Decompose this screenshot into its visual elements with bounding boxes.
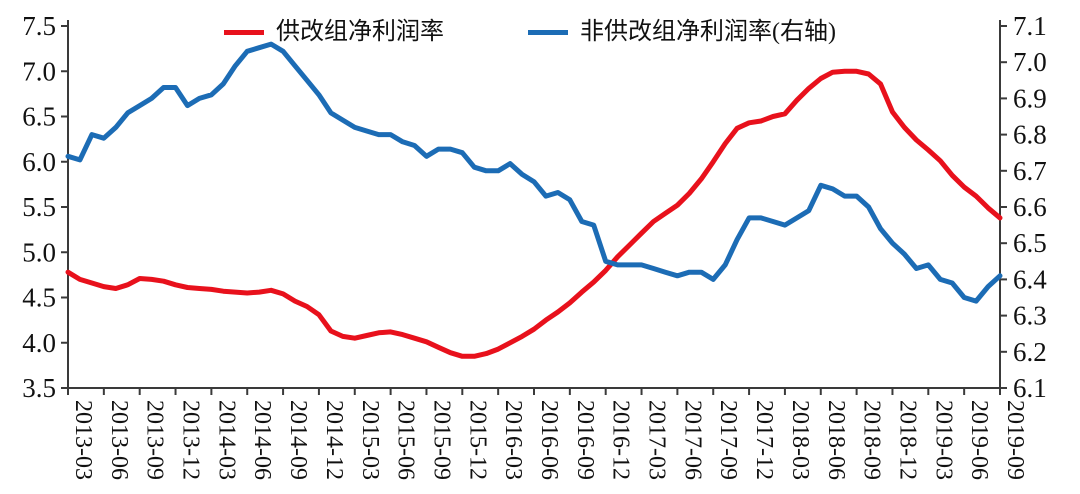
x-axis-label: 2013-03 (70, 400, 96, 480)
x-axis-label: 2014-09 (285, 400, 311, 480)
y-axis-left-label: 6.5 (22, 102, 56, 132)
x-axis-label: 2016-03 (500, 400, 526, 480)
y-axis-right-label: 6.3 (1013, 301, 1047, 331)
y-axis-right-label: 6.5 (1013, 228, 1047, 258)
y-axis-right-label: 6.7 (1013, 156, 1047, 186)
y-axis-left-label: 7.5 (22, 11, 56, 41)
x-axis-label: 2014-12 (321, 400, 347, 480)
x-axis-label: 2016-09 (572, 400, 598, 480)
y-axis-left-label: 6.0 (22, 147, 56, 177)
x-axis-label: 2013-06 (106, 400, 132, 480)
y-axis-right-label: 6.2 (1013, 337, 1047, 367)
y-axis-right-label: 6.9 (1013, 83, 1047, 113)
x-axis-label: 2017-03 (644, 400, 670, 480)
x-axis-label: 2015-03 (357, 400, 383, 480)
x-axis-label: 2018-06 (823, 400, 849, 480)
x-axis-label: 2015-12 (464, 400, 490, 480)
x-axis-label: 2018-12 (894, 400, 920, 480)
y-axis-left-label: 5.0 (22, 237, 56, 267)
x-axis-label: 2014-03 (213, 400, 239, 480)
x-axis-label: 2013-12 (178, 400, 204, 480)
y-axis-left-label: 7.0 (22, 56, 56, 86)
x-axis-label: 2017-12 (751, 400, 777, 480)
x-axis-label: 2015-09 (428, 400, 454, 480)
y-axis-left-label: 4.0 (22, 328, 56, 358)
x-axis-label: 2019-06 (966, 400, 992, 480)
x-axis-label: 2017-06 (679, 400, 705, 480)
x-axis-label: 2014-06 (249, 400, 275, 480)
x-axis-label: 2019-09 (1002, 400, 1028, 480)
x-axis-label: 2018-03 (787, 400, 813, 480)
y-axis-right-label: 6.1 (1013, 373, 1047, 403)
y-axis-left-label: 4.5 (22, 283, 56, 313)
x-axis-label: 2016-12 (608, 400, 634, 480)
y-axis-right-label: 7.0 (1013, 47, 1047, 77)
y-axis-left-label: 3.5 (22, 373, 56, 403)
series-line-gaige-red (65, 68, 1003, 359)
x-axis-label: 2016-06 (536, 400, 562, 480)
x-axis-label: 2019-03 (930, 400, 956, 480)
x-axis-label: 2013-09 (142, 400, 168, 480)
y-axis-right-label: 6.8 (1013, 120, 1047, 150)
x-axis-label: 2015-06 (393, 400, 419, 480)
x-axis-label: 2017-09 (715, 400, 741, 480)
y-axis-right-label: 7.1 (1013, 11, 1047, 41)
y-axis-right-label: 6.6 (1013, 192, 1047, 222)
y-axis-right-label: 6.4 (1013, 264, 1047, 294)
x-axis-label: 2018-09 (859, 400, 885, 480)
y-axis-left-label: 5.5 (22, 192, 56, 222)
series-line-feigaige-blue (65, 41, 1003, 304)
